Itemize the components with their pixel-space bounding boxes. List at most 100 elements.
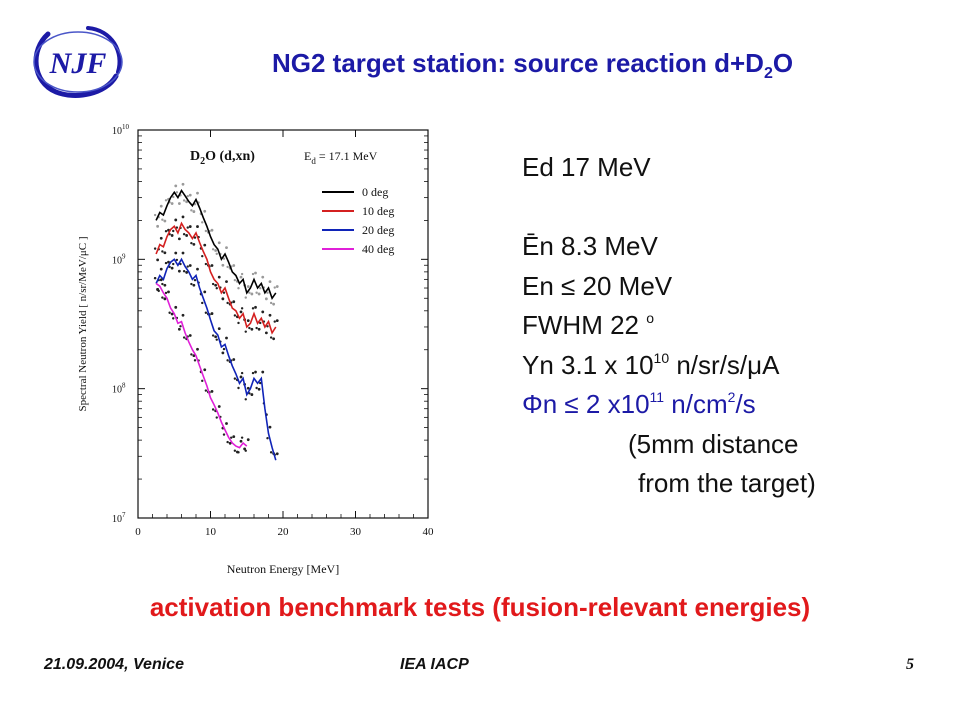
data-point bbox=[193, 236, 197, 239]
data-point bbox=[174, 218, 178, 222]
data-point bbox=[167, 290, 170, 294]
chart-legend: 0 deg 10 deg 20 deg 40 deg bbox=[322, 185, 394, 256]
data-point bbox=[163, 251, 167, 255]
series-10-deg bbox=[153, 215, 279, 341]
data-point bbox=[177, 327, 181, 331]
footer-event: IEA IACP bbox=[400, 656, 469, 673]
data-point bbox=[221, 297, 225, 301]
data-point bbox=[174, 305, 178, 309]
data-point bbox=[217, 275, 221, 279]
x-tick-label: 20 bbox=[278, 526, 290, 538]
data-point bbox=[251, 371, 255, 375]
series-line bbox=[155, 282, 248, 449]
logo-swoosh-right bbox=[86, 26, 122, 74]
data-point bbox=[164, 199, 168, 202]
data-point bbox=[182, 199, 186, 202]
data-point bbox=[161, 282, 164, 286]
data-point bbox=[268, 313, 272, 317]
neutron-spectrum-chart: 107 108 109 1010 0 10 20 30 40 D2O (d,xn) Ed = … bbox=[77, 123, 434, 576]
data-point bbox=[264, 331, 268, 335]
data-point bbox=[186, 194, 189, 198]
data-point bbox=[153, 247, 157, 250]
data-point bbox=[244, 398, 247, 401]
y-axis-label: Spectral Neutron Yield [ n/sr/MeV/μC ] bbox=[77, 236, 89, 411]
benchmark-caption: activation benchmark tests (fusion-relev… bbox=[149, 592, 811, 622]
y-tick-label: 109 bbox=[112, 252, 126, 266]
data-point bbox=[193, 359, 197, 362]
data-point bbox=[264, 297, 268, 301]
data-point bbox=[175, 226, 179, 229]
data-point bbox=[266, 437, 269, 440]
data-point bbox=[172, 229, 175, 233]
data-point bbox=[204, 311, 208, 314]
data-point bbox=[230, 436, 233, 439]
data-point bbox=[275, 452, 279, 456]
data-point bbox=[201, 254, 204, 258]
data-point bbox=[244, 449, 247, 452]
series-line bbox=[155, 189, 277, 301]
data-point bbox=[257, 327, 261, 331]
data-point bbox=[257, 292, 261, 296]
data-point bbox=[170, 234, 174, 237]
data-point bbox=[255, 386, 258, 390]
data-point bbox=[237, 386, 240, 390]
data-point bbox=[268, 280, 272, 284]
legend-label: 40 deg bbox=[362, 242, 394, 256]
fwhm-degree: o bbox=[646, 310, 655, 326]
data-point bbox=[254, 305, 257, 309]
data-point bbox=[163, 219, 167, 223]
data-point bbox=[248, 291, 251, 294]
data-point bbox=[226, 301, 229, 305]
data-point bbox=[217, 405, 221, 408]
logo-text: NJF bbox=[49, 47, 107, 80]
data-point bbox=[163, 283, 167, 287]
data-point bbox=[164, 291, 168, 295]
data-point bbox=[246, 438, 250, 442]
data-point bbox=[217, 327, 221, 331]
data-point bbox=[233, 449, 237, 452]
data-point bbox=[273, 320, 276, 323]
data-point bbox=[268, 425, 272, 429]
data-point bbox=[177, 269, 181, 273]
data-point bbox=[157, 289, 160, 293]
data-point bbox=[259, 381, 262, 385]
data-point bbox=[172, 317, 175, 320]
data-point bbox=[161, 218, 164, 221]
data-point bbox=[251, 272, 255, 276]
data-point bbox=[211, 408, 215, 411]
data-point bbox=[221, 263, 225, 267]
data-point bbox=[201, 221, 204, 224]
legend-label: 10 deg bbox=[362, 204, 394, 218]
x-tick-label: 30 bbox=[350, 526, 362, 538]
data-point bbox=[179, 325, 182, 328]
institute-logo: NJF bbox=[33, 26, 123, 98]
data-point bbox=[221, 351, 225, 355]
data-point bbox=[239, 439, 243, 443]
data-point bbox=[250, 327, 254, 331]
data-point bbox=[188, 334, 192, 337]
data-point bbox=[188, 264, 192, 267]
data-point bbox=[246, 386, 250, 390]
data-point bbox=[210, 312, 214, 315]
data-point bbox=[273, 286, 276, 289]
data-point bbox=[232, 264, 236, 267]
data-point bbox=[164, 261, 168, 265]
footer-date: 21.09.2004, Venice bbox=[44, 656, 184, 673]
page-number: 5 bbox=[906, 656, 914, 673]
data-point bbox=[240, 436, 244, 439]
data-point bbox=[196, 347, 199, 351]
data-point bbox=[239, 375, 243, 379]
y-tick-label: 108 bbox=[112, 382, 126, 396]
data-point bbox=[170, 266, 174, 270]
data-point bbox=[250, 292, 254, 296]
x-tick-label: 10 bbox=[205, 526, 217, 538]
data-point bbox=[255, 291, 258, 294]
data-point bbox=[210, 264, 214, 267]
data-point bbox=[259, 287, 262, 290]
series-0-deg bbox=[153, 182, 279, 306]
data-point bbox=[272, 302, 276, 306]
data-point bbox=[269, 451, 273, 454]
data-point bbox=[211, 282, 215, 286]
data-point bbox=[257, 387, 261, 391]
data-point bbox=[233, 278, 237, 282]
